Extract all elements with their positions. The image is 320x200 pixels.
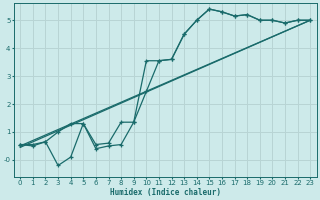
X-axis label: Humidex (Indice chaleur): Humidex (Indice chaleur) [110, 188, 221, 197]
